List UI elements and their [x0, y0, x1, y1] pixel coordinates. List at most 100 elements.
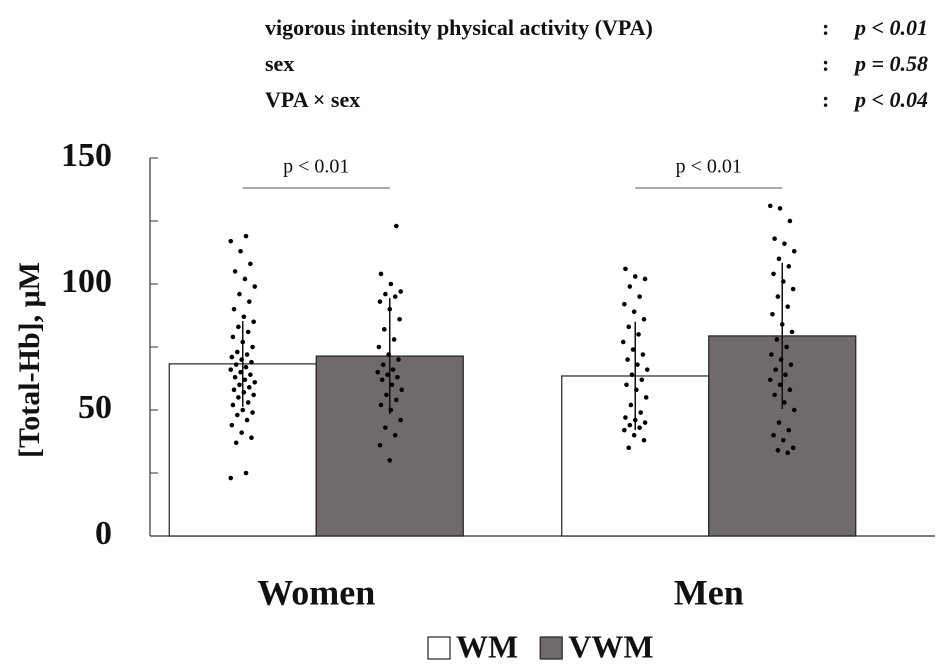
data-point — [232, 374, 238, 380]
data-point — [774, 337, 780, 342]
comparison-label: p < 0.01 — [676, 156, 742, 178]
data-point — [251, 392, 256, 398]
data-point — [783, 372, 788, 378]
data-point — [635, 362, 640, 367]
data-point — [381, 327, 387, 332]
y-tick-label: 100 — [61, 263, 112, 300]
stat-colon: : — [822, 51, 829, 76]
data-point — [627, 284, 633, 289]
data-point — [385, 372, 390, 378]
data-point — [778, 357, 784, 362]
data-point — [384, 392, 389, 398]
data-point — [378, 271, 384, 277]
data-point — [378, 402, 384, 408]
data-point — [771, 432, 776, 438]
data-point — [237, 382, 242, 388]
data-point — [789, 329, 795, 335]
data-point — [636, 332, 641, 337]
data-point — [388, 407, 394, 413]
data-point — [245, 329, 251, 335]
data-point — [231, 306, 237, 312]
data-point — [787, 218, 793, 224]
data-point — [252, 379, 258, 385]
comparison-label: p < 0.01 — [283, 156, 349, 178]
data-point — [786, 427, 792, 433]
data-point — [641, 316, 647, 322]
data-point — [398, 417, 403, 423]
data-point — [788, 362, 794, 367]
data-point — [623, 415, 628, 420]
data-point — [242, 276, 248, 282]
data-point — [790, 445, 796, 451]
data-point — [237, 291, 242, 297]
data-point — [395, 374, 400, 380]
data-point — [248, 372, 253, 378]
data-point — [631, 309, 637, 315]
data-point — [380, 362, 386, 367]
data-point — [396, 357, 401, 362]
data-point — [393, 223, 399, 229]
data-point — [641, 437, 647, 443]
data-point — [233, 362, 239, 367]
data-point — [779, 322, 785, 327]
data-point — [379, 377, 385, 383]
data-point — [620, 339, 626, 345]
data-point — [790, 286, 796, 292]
data-point — [240, 407, 246, 413]
legend-label: WM — [456, 628, 518, 664]
data-point — [390, 367, 396, 372]
data-point — [626, 324, 632, 330]
y-axis-label: [Total-Hb], μM — [13, 262, 46, 458]
data-point — [629, 372, 635, 378]
data-point — [632, 274, 638, 279]
data-point — [392, 432, 398, 438]
data-point — [241, 390, 247, 395]
data-point — [776, 420, 782, 425]
data-point — [640, 352, 646, 357]
data-point — [229, 422, 235, 428]
data-point — [637, 425, 642, 430]
data-point — [770, 311, 775, 317]
data-point — [637, 294, 642, 299]
stat-value: p = 0.58 — [853, 51, 928, 76]
data-point — [234, 412, 240, 418]
data-point — [389, 382, 395, 388]
data-point — [397, 316, 402, 322]
data-point — [769, 352, 774, 357]
data-point — [623, 266, 628, 272]
data-point — [775, 294, 781, 299]
data-point — [228, 475, 234, 481]
data-point — [243, 233, 249, 239]
data-point — [239, 357, 244, 362]
data-point — [625, 357, 630, 362]
data-point — [246, 385, 252, 390]
y-tick-label: 150 — [61, 137, 112, 174]
data-point — [777, 206, 783, 211]
data-point — [777, 382, 783, 388]
data-point — [250, 344, 255, 350]
data-point — [622, 301, 627, 307]
data-point — [233, 440, 239, 446]
y-tick-label: 50 — [78, 389, 112, 426]
x-tick-label: Women — [257, 572, 375, 612]
data-point — [244, 417, 250, 423]
data-point — [622, 427, 627, 433]
x-tick-label: Men — [674, 572, 744, 612]
data-point — [791, 248, 797, 254]
data-point — [240, 339, 246, 345]
data-point — [251, 319, 256, 325]
data-point — [781, 279, 786, 284]
data-point — [230, 402, 236, 408]
legend-label: VWM — [568, 628, 653, 664]
stat-value: p < 0.01 — [853, 15, 928, 40]
data-point — [639, 377, 645, 383]
data-point — [393, 397, 399, 403]
data-point — [239, 430, 244, 435]
data-point — [236, 395, 241, 400]
data-point — [238, 369, 243, 375]
data-point — [228, 238, 234, 244]
data-point — [644, 367, 650, 372]
data-point — [236, 324, 241, 330]
data-point — [391, 337, 397, 342]
